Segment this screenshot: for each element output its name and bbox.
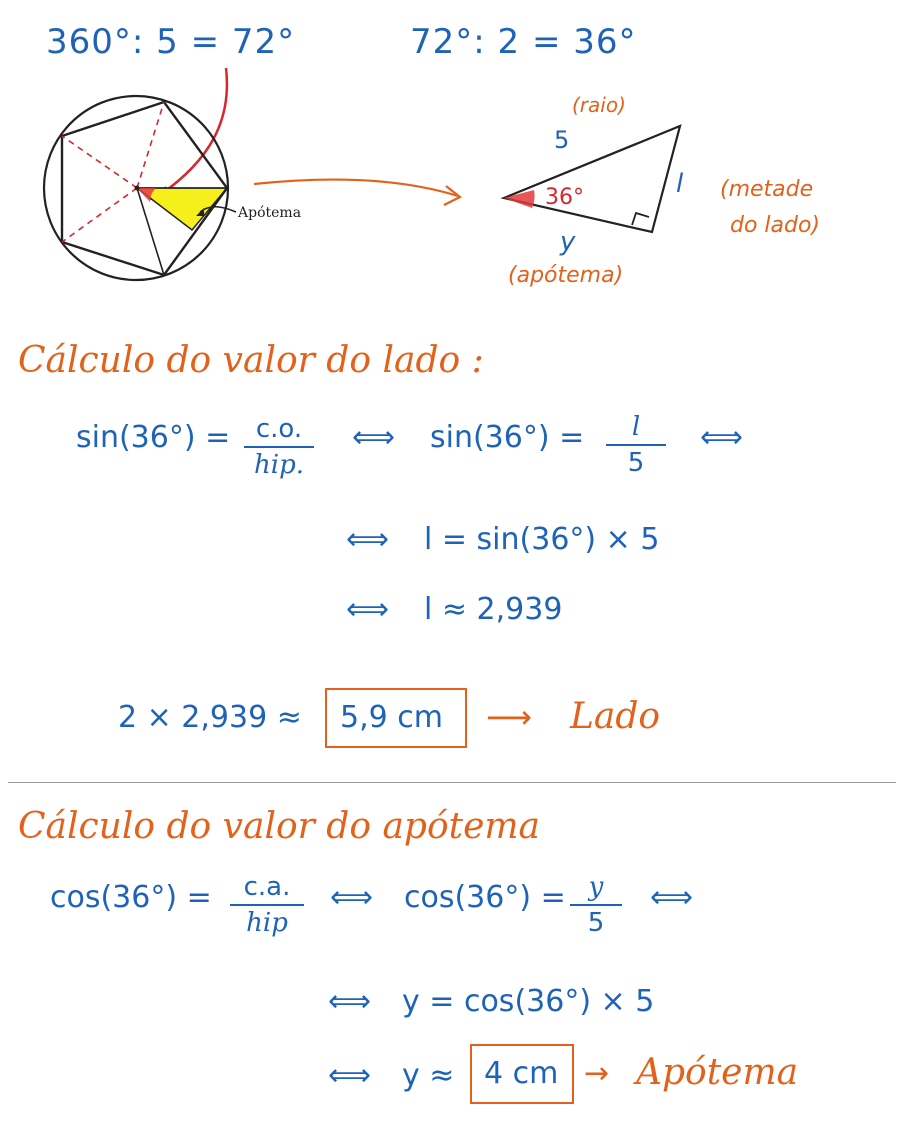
s2-frac-ca-hip: c.a. hip — [230, 872, 304, 938]
s2-result-box — [470, 1044, 574, 1104]
s1-result-boxed: 5,9 cm — [340, 700, 443, 735]
s2-result-label: Apótema — [636, 1052, 799, 1093]
geometry-figure: Apótema 36° 5 (raio) l (metade do lado) … — [42, 67, 820, 288]
pentagon — [60, 100, 229, 277]
s1-frac1-den: hip. — [254, 450, 304, 480]
s1-iff-2: ⟺ — [700, 420, 744, 455]
s1-result-label: Lado — [570, 696, 661, 737]
s1-line1-lhs: sin(36°) = — [76, 420, 231, 455]
s1-line3-expr: l ≈ 2,939 — [424, 592, 563, 627]
s2-line2-iff: ⟺ — [328, 984, 372, 1019]
raio-label: (raio) — [572, 93, 626, 117]
triangle-angle-mark — [504, 190, 535, 208]
s1-frac2-num: l — [631, 412, 641, 442]
orange-arrow — [253, 178, 459, 198]
apothem-label: (apótema) — [508, 263, 623, 288]
s1-frac2-den: 5 — [627, 448, 645, 478]
s2-frac2-num: y — [588, 872, 604, 902]
section2-title: Cálculo do valor do apótema — [18, 806, 541, 847]
apothem-variable: y — [559, 227, 576, 257]
s2-line1-lhs: cos(36°) = — [50, 880, 212, 915]
apotema-figure-label: Apótema — [237, 205, 301, 221]
s2-frac1-den: hip — [246, 908, 288, 938]
hypotenuse-value: 5 — [554, 126, 569, 154]
s1-line3-iff: ⟺ — [346, 592, 390, 627]
angle-mark — [137, 188, 156, 202]
header-equation-right: 72°: 2 = 36° — [410, 22, 637, 62]
s2-line2-expr: y = cos(36°) × 5 — [402, 984, 655, 1019]
s1-frac-co-hip: c.o. hip. — [244, 414, 314, 480]
s1-frac-l-5: l 5 — [606, 412, 666, 478]
s2-line1-mid: cos(36°) = — [404, 880, 566, 915]
side-label-line1: (metade — [720, 177, 813, 202]
radius-dashed-3 — [61, 187, 138, 243]
s2-result-arrow: → — [584, 1056, 610, 1091]
s1-line2-iff: ⟺ — [346, 522, 390, 557]
s2-line3-expr: y ≈ — [402, 1058, 455, 1093]
s2-result-boxed: 4 cm — [484, 1056, 559, 1091]
right-triangle — [500, 124, 682, 234]
triangle-angle-label: 36° — [545, 185, 584, 210]
radius-dashed-1 — [136, 101, 165, 189]
s1-result-box — [325, 688, 467, 748]
s1-iff-1: ⟺ — [352, 420, 396, 455]
right-angle-mark — [631, 211, 650, 226]
s2-iff-2: ⟺ — [650, 880, 694, 915]
s2-frac1-num: c.a. — [243, 872, 291, 902]
s1-result-arrow: ⟶ — [486, 698, 532, 736]
section1-title: Cálculo do valor do lado : — [18, 340, 484, 381]
radius-solid-1 — [136, 187, 165, 276]
s2-iff-1: ⟺ — [330, 880, 374, 915]
radius-dashed-2 — [61, 135, 138, 189]
section-divider — [8, 782, 896, 783]
s1-line2-expr: l = sin(36°) × 5 — [424, 522, 660, 557]
center-dot — [134, 185, 140, 191]
s2-line3-iff: ⟺ — [328, 1058, 372, 1093]
header-equation-left: 360°: 5 = 72° — [46, 22, 296, 62]
s1-line1-mid: sin(36°) = — [430, 420, 585, 455]
s1-frac1-num: c.o. — [255, 414, 303, 444]
s2-frac-y-5: y 5 — [570, 872, 622, 938]
s2-frac2-den: 5 — [587, 908, 605, 938]
side-variable: l — [676, 169, 684, 199]
side-label-line2: do lado) — [730, 213, 820, 238]
s1-result-expr: 2 × 2,939 ≈ — [118, 700, 302, 735]
